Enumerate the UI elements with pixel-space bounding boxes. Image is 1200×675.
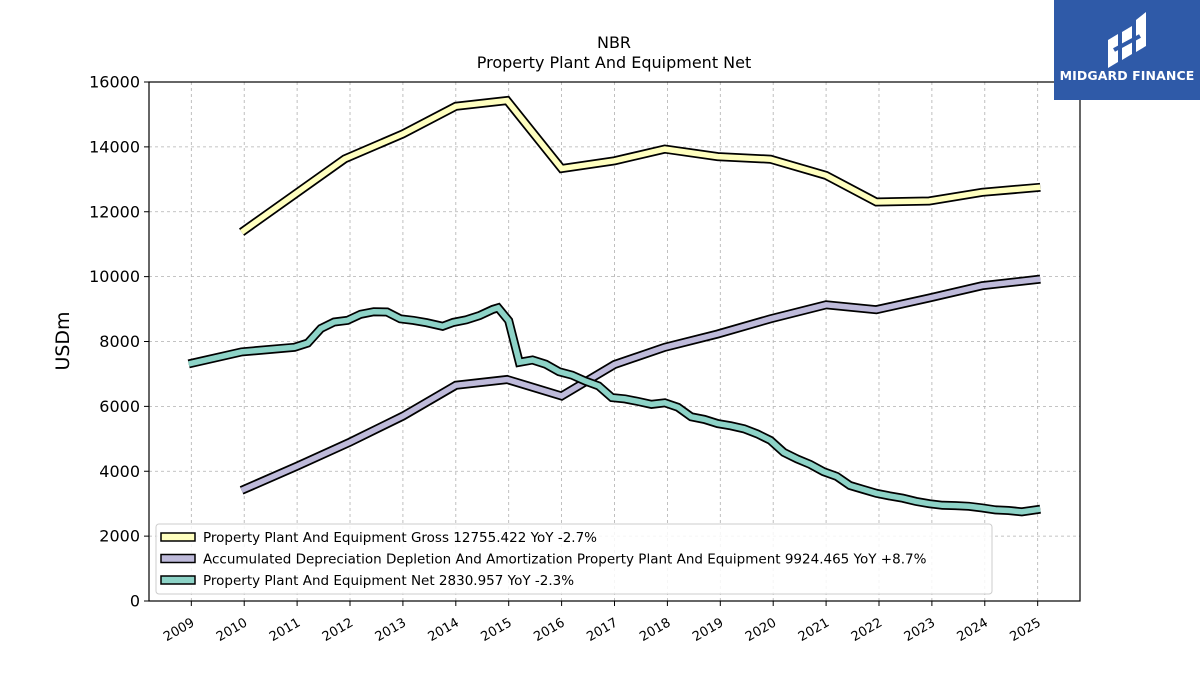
x-tick-label: 2015 xyxy=(479,615,515,645)
legend-swatch xyxy=(160,553,196,564)
logo-text: MIDGARD FINANCE xyxy=(1059,68,1195,83)
x-tick-label: 2019 xyxy=(690,615,726,645)
series-lines xyxy=(187,95,1041,517)
legend-label: Property Plant And Equipment Net 2830.95… xyxy=(203,573,574,589)
legend-label: Accumulated Depreciation Depletion And A… xyxy=(203,552,927,568)
chart-title: NBR xyxy=(597,33,631,52)
series-3 xyxy=(187,302,1041,517)
series-1 xyxy=(238,95,1041,236)
series-line xyxy=(240,276,1041,493)
legend-label: Property Plant And Equipment Gross 12755… xyxy=(203,530,597,546)
x-tick-label: 2021 xyxy=(796,615,832,645)
x-tick-label: 2022 xyxy=(849,615,885,645)
x-tick-label: 2020 xyxy=(743,615,779,645)
x-tick-label: 2011 xyxy=(267,615,303,645)
x-tick-label: 2018 xyxy=(637,615,673,645)
legend-swatch xyxy=(160,532,196,542)
midgard-logo-icon xyxy=(1108,12,1146,68)
y-tick-label: 0 xyxy=(130,592,140,611)
legend: Property Plant And Equipment Gross 12755… xyxy=(155,523,993,595)
legend-box xyxy=(155,523,993,595)
y-tick-label: 6000 xyxy=(99,397,140,416)
x-tick-label: 2012 xyxy=(320,615,356,645)
x-tick-label: 2010 xyxy=(214,615,250,645)
y-tick-label: 14000 xyxy=(89,137,140,156)
x-tick-label: 2014 xyxy=(426,615,462,645)
y-tick-label: 8000 xyxy=(99,332,140,351)
x-tick-label: 2013 xyxy=(373,615,409,645)
series-line xyxy=(240,97,1041,235)
y-tick-label: 16000 xyxy=(89,73,140,92)
y-tick-label: 12000 xyxy=(89,202,140,221)
series-line-outline xyxy=(238,95,1041,236)
y-axis-label: USDm xyxy=(52,311,74,370)
series-2 xyxy=(239,274,1041,495)
x-axis: 2009 2010 2011 2012 2013 2014 2015 2016 2017 2018… xyxy=(161,601,1044,645)
x-tick-label: 2017 xyxy=(584,615,620,645)
series-line-outline xyxy=(187,302,1041,517)
x-tick-label: 2024 xyxy=(955,615,991,645)
y-tick-label: 10000 xyxy=(89,267,140,286)
y-tick-label: 4000 xyxy=(99,462,140,481)
x-tick-label: 2009 xyxy=(161,615,197,645)
x-tick-label: 2016 xyxy=(531,615,567,645)
series-line xyxy=(188,304,1041,515)
y-tick-label: 2000 xyxy=(99,527,140,546)
x-tick-label: 2025 xyxy=(1008,615,1044,645)
legend-swatch xyxy=(160,575,196,585)
chart-subtitle: Property Plant And Equipment Net xyxy=(477,53,752,72)
y-axis: 0 2000 4000 6000 8000 10000 12000 14000 16000 xyxy=(89,73,149,611)
x-tick-label: 2023 xyxy=(902,615,938,645)
midgard-finance-logo: MIDGARD FINANCE xyxy=(1054,0,1200,100)
